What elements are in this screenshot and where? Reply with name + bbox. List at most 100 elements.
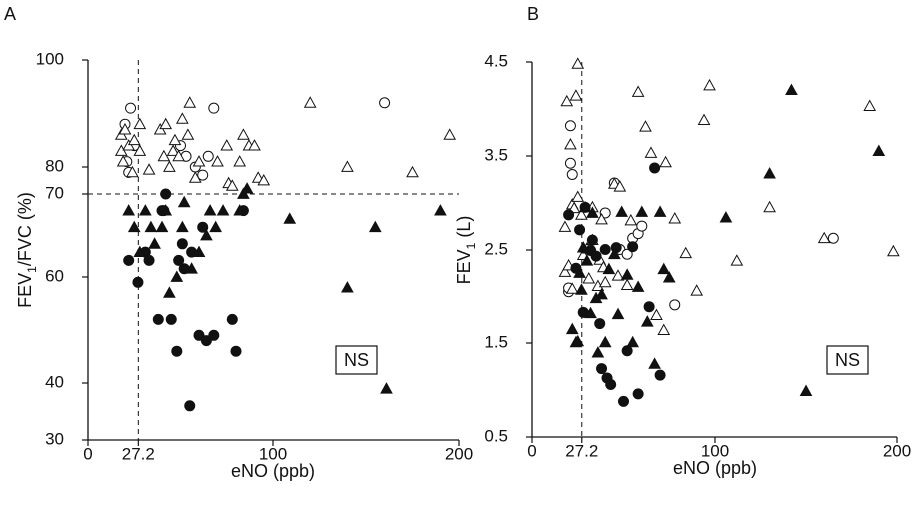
open-triangle-point: [624, 213, 638, 226]
filled-triangle-point: [144, 220, 158, 233]
panel-a-y-ticks: 30 40 60 70 80 100: [36, 49, 88, 448]
filled-triangle-point: [155, 220, 169, 233]
filled-circle-point: [586, 234, 598, 246]
open-triangle-point: [118, 123, 132, 135]
filled-triangle-point: [139, 204, 152, 216]
filled-circle-point: [594, 318, 606, 330]
filled-triangle-point: [635, 205, 649, 217]
panel-b-label: B: [527, 4, 539, 24]
x-tick-label: 100: [259, 444, 287, 463]
open-triangle-point: [697, 113, 711, 126]
filled-triangle-point: [602, 262, 616, 275]
open-triangle-point: [127, 133, 141, 146]
filled-circle-point: [160, 188, 172, 200]
open-triangle-point: [575, 208, 588, 220]
filled-circle-point: [627, 241, 639, 253]
open-triangle-point: [558, 220, 572, 232]
open-triangle-point: [406, 165, 419, 178]
filled-circle-point: [654, 369, 666, 381]
open-triangle-point: [730, 254, 744, 266]
open-triangle-point: [690, 284, 704, 296]
open-triangle-point: [248, 139, 261, 151]
x-tick-label: 100: [701, 441, 729, 460]
filled-circle-point: [643, 301, 655, 313]
filled-circle-point: [152, 313, 164, 325]
filled-triangle-point: [662, 271, 676, 283]
y-tick-label: 3.5: [484, 145, 508, 164]
open-triangle-point: [659, 155, 672, 168]
filled-triangle-point: [653, 205, 667, 217]
open-triangle-point: [703, 78, 716, 91]
filled-circle-point: [176, 238, 188, 250]
filled-circle-point: [574, 224, 586, 236]
open-triangle-point: [644, 146, 658, 158]
filled-triangle-point: [584, 306, 597, 319]
filled-circle-point: [208, 329, 220, 341]
filled-circle-point: [123, 254, 135, 266]
y-tick-label: 30: [45, 429, 64, 448]
filled-triangle-point: [283, 212, 297, 224]
y-tick-label: 0.5: [484, 426, 508, 445]
filled-circle-point: [649, 162, 661, 174]
panel-b-ns-box: [826, 345, 869, 375]
open-triangle-point: [571, 57, 585, 69]
filled-triangle-point: [575, 283, 588, 295]
y-tick-label: 1.5: [484, 332, 508, 351]
filled-triangle-point: [595, 287, 608, 300]
filled-circle-point: [632, 388, 644, 400]
filled-circle-point: [621, 345, 633, 357]
open-triangle-point: [133, 117, 147, 130]
open-triangle-point: [817, 231, 831, 244]
filled-circle-point: [132, 276, 144, 288]
filled-triangle-point: [380, 382, 393, 394]
open-triangle-point: [863, 99, 877, 111]
panel-b-ns-annotation: NS: [835, 350, 860, 370]
y-tick-label: 4.5: [484, 51, 508, 70]
filled-triangle-point: [216, 204, 230, 216]
x-tick-label: 0: [527, 441, 536, 460]
panel-b-y-ticks: 0.5 1.5 2.5 3.5 4.5: [484, 51, 532, 445]
open-triangle-point: [188, 171, 202, 183]
filled-triangle-point: [580, 254, 594, 266]
open-triangle-point: [341, 160, 354, 172]
open-circle-point: [202, 150, 214, 162]
panel-b-points: [558, 57, 900, 407]
filled-triangle-point: [159, 204, 173, 216]
open-triangle-point: [172, 149, 185, 162]
filled-triangle-point: [192, 245, 206, 257]
open-triangle-point: [657, 323, 671, 336]
open-triangle-point: [233, 155, 247, 167]
open-triangle-point: [163, 160, 176, 172]
filled-triangle-point: [608, 247, 621, 260]
open-triangle-point: [443, 128, 457, 140]
filled-triangle-point: [615, 205, 629, 217]
filled-triangle-point: [200, 228, 213, 241]
filled-triangle-point: [209, 220, 222, 233]
open-triangle-point: [560, 94, 574, 107]
y-tick-label: 70: [45, 183, 64, 202]
filled-circle-point: [563, 209, 575, 221]
open-triangle-point: [157, 149, 171, 162]
filled-triangle-point: [341, 281, 354, 293]
open-triangle-point: [116, 155, 130, 167]
open-triangle-point: [582, 272, 596, 284]
filled-triangle-point: [127, 220, 141, 233]
open-triangle-point: [650, 308, 663, 321]
filled-triangle-point: [368, 220, 382, 233]
filled-circle-point: [618, 395, 629, 407]
y-tick-label: 80: [45, 156, 64, 175]
filled-triangle-point: [626, 335, 639, 348]
open-triangle-point: [237, 128, 250, 140]
filled-triangle-point: [176, 220, 189, 233]
filled-triangle-point: [631, 280, 645, 292]
filled-triangle-point: [785, 83, 798, 96]
open-triangle-point: [679, 246, 693, 259]
open-circle-point: [125, 102, 137, 114]
filled-triangle-point: [719, 211, 733, 223]
y-tick-label: 60: [45, 266, 64, 285]
filled-triangle-point: [598, 335, 612, 348]
y-tick-label: 100: [36, 49, 64, 68]
open-circle-point: [564, 157, 576, 169]
filled-triangle-point: [573, 266, 586, 278]
